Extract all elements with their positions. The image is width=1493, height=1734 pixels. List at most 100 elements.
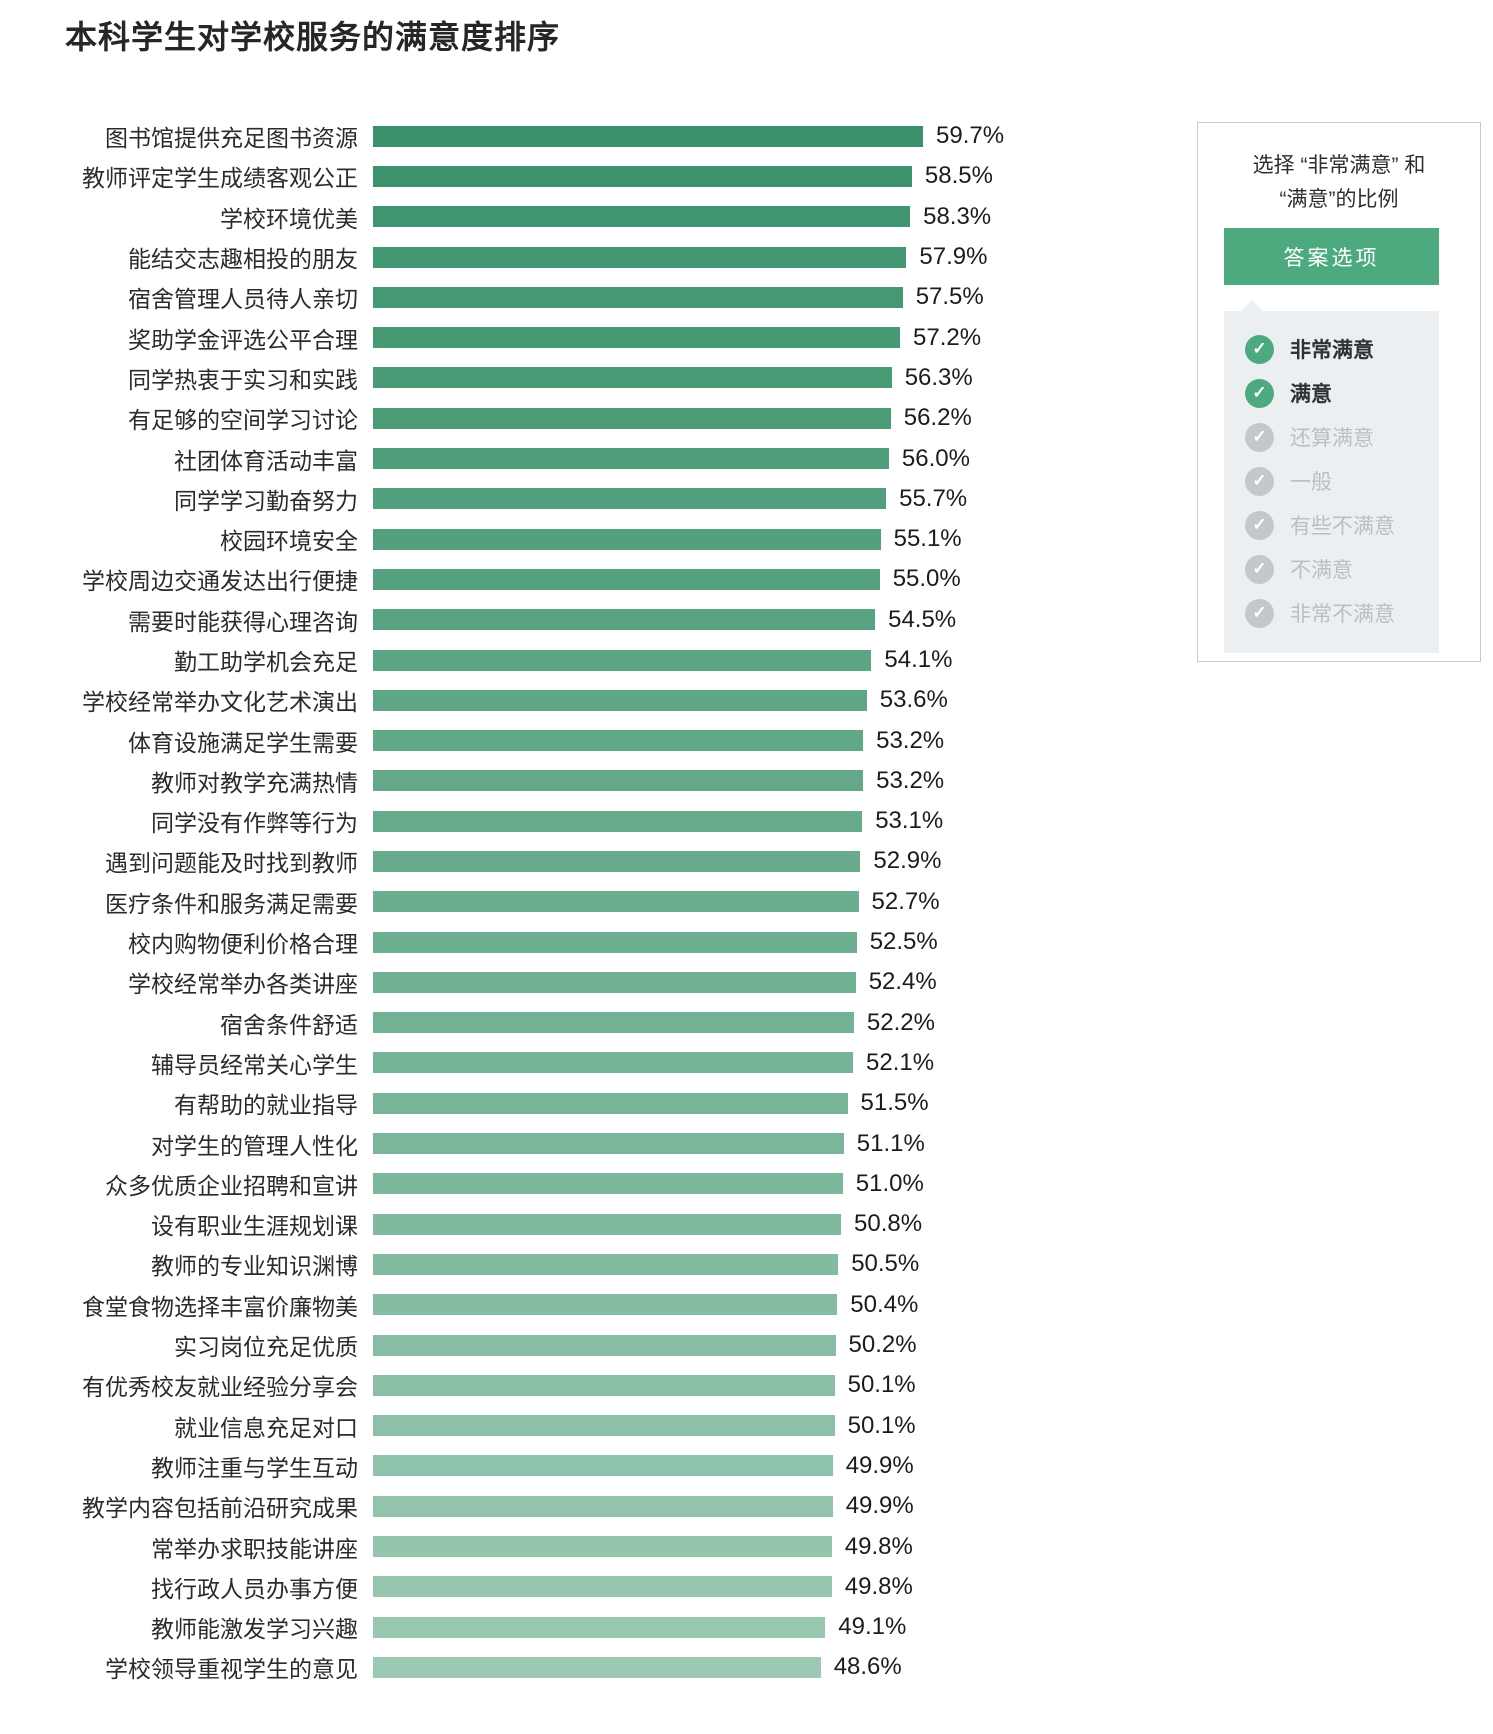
bar [373,1495,833,1517]
bar [373,1294,838,1316]
bar-label: 能结交志趣相投的朋友 [128,246,358,273]
bar-row: 有足够的空间学习讨论 56.2% [65,398,1135,438]
bar-row: 找行政人员办事方便 49.8% [65,1567,1135,1607]
bar-label: 需要时能获得心理咨询 [128,608,358,635]
bar-label: 学校领导重视学生的意见 [105,1656,358,1683]
bar [373,1213,841,1235]
bar [373,1133,844,1155]
bar [373,367,892,389]
bar-row: 有优秀校友就业经验分享会 50.1% [65,1365,1135,1405]
bar-label: 找行政人员办事方便 [151,1575,358,1602]
bar-row: 教师评定学生成绩客观公正 58.5% [65,156,1135,196]
bar-row: 勤工助学机会充足 54.1% [65,640,1135,680]
answer-options-dropdown: ✓ 非常满意 ✓ 满意 ✓ 还算满意 ✓ 一般 ✓ 有些不满意 ✓ 不满意 ✓ 非常不满意 [1224,300,1439,654]
bar-value: 57.5% [915,283,984,311]
answer-option-7[interactable]: ✓ 非常不满意 [1224,591,1439,635]
bar [373,1536,832,1558]
bar-row: 需要时能获得心理咨询 54.5% [65,600,1135,640]
bar [373,1616,826,1638]
bar [373,609,876,631]
bar [373,1415,835,1437]
bar-value: 53.2% [876,726,945,754]
bar [373,891,859,913]
bar-label: 设有职业生涯规划课 [151,1213,358,1240]
bar-label: 同学热衷于实习和实践 [128,366,358,393]
bar-label: 校园环境安全 [220,528,358,555]
bar [373,165,912,187]
bar-label: 体育设施满足学生需要 [128,729,358,756]
bar-label: 同学没有作弊等行为 [151,810,358,837]
bar-label: 遇到问题能及时找到教师 [105,850,358,877]
bar [373,1173,843,1195]
bar-value: 49.1% [838,1613,907,1641]
bar-value: 58.5% [924,162,993,190]
bar-value: 54.5% [888,605,957,633]
check-icon: ✓ [1245,422,1274,452]
bar-row: 常举办求职技能讲座 49.8% [65,1526,1135,1566]
bar-value: 52.2% [866,1008,935,1036]
answer-option-6[interactable]: ✓ 不满意 [1224,547,1439,591]
bar-value: 49.9% [845,1492,914,1520]
answer-option-2[interactable]: ✓ 满意 [1224,371,1439,415]
bar-row: 学校环境优美 58.3% [65,197,1135,237]
bar-row: 实习岗位充足优质 50.2% [65,1325,1135,1365]
bar-label: 学校周边交通发达出行便捷 [82,568,358,595]
bar-value: 52.7% [871,887,940,915]
bar-row: 同学热衷于实习和实践 56.3% [65,358,1135,398]
bar [373,488,887,510]
bar [373,770,864,792]
bar [373,448,889,470]
bar [373,125,923,147]
bar-value: 54.1% [884,646,953,673]
bar-row: 辅导员经常关心学生 52.1% [65,1043,1135,1083]
bar [373,1374,835,1396]
answer-options-button[interactable]: 答案选项 [1224,228,1439,286]
bar-value: 59.7% [936,122,1005,150]
bar-value: 51.0% [855,1169,924,1197]
bar-value: 52.9% [873,847,942,875]
bar-row: 教师能激发学习兴趣 49.1% [65,1607,1135,1647]
bar-chart: 图书馆提供充足图书资源 59.7% 教师评定学生成绩客观公正 58.5% 学校环境优美 5… [65,116,1135,1688]
check-icon: ✓ [1245,334,1274,364]
bar-value: 53.6% [879,686,948,714]
bar-label: 教师注重与学生互动 [151,1454,358,1481]
bar-value: 55.1% [893,525,962,553]
bar-value: 56.0% [901,444,970,472]
bar [373,1334,836,1356]
bar-value: 49.8% [844,1572,913,1600]
legend-heading: 选择 “非常满意” 和 “满意”的比例 [1252,154,1426,211]
bar-value: 55.7% [899,484,968,512]
answer-option-4[interactable]: ✓ 一般 [1224,459,1439,503]
bar-value: 52.5% [869,928,938,956]
bar-row: 设有职业生涯规划课 50.8% [65,1204,1135,1244]
bar [373,730,864,752]
bar-row: 食堂食物选择丰富价廉物美 50.4% [65,1285,1135,1325]
check-icon: ✓ [1245,554,1274,584]
bar-value: 49.8% [844,1532,913,1560]
bar-value: 49.9% [845,1451,914,1479]
bar-label: 医疗条件和服务满足需要 [105,890,358,917]
bar-value: 52.1% [866,1048,935,1076]
bar [373,568,880,590]
bar [373,931,857,953]
bar-row: 有帮助的就业指导 51.5% [65,1083,1135,1123]
bar-row: 图书馆提供充足图书资源 59.7% [65,116,1135,156]
bar-value: 58.3% [923,202,992,230]
bar-value: 48.6% [833,1653,902,1681]
bar-label: 实习岗位充足优质 [174,1334,358,1361]
bar-label: 教师能激发学习兴趣 [151,1616,358,1643]
bar-label: 教师的专业知识渊博 [151,1253,358,1280]
bar-row: 教学内容包括前沿研究成果 49.9% [65,1486,1135,1526]
bar-label: 教师对教学充满热情 [151,769,358,796]
bar-value: 50.8% [854,1210,923,1238]
bar-label: 勤工助学机会充足 [174,649,358,675]
answer-option-3[interactable]: ✓ 还算满意 [1224,415,1439,459]
bar [373,1253,839,1275]
bar-label: 常举办求职技能讲座 [151,1535,358,1562]
answer-option-5[interactable]: ✓ 有些不满意 [1224,503,1439,547]
bar-row: 教师的专业知识渊博 50.5% [65,1244,1135,1284]
answer-option-1[interactable]: ✓ 非常满意 [1224,327,1439,371]
bar [373,810,863,832]
bar-row: 教师注重与学生互动 49.9% [65,1446,1135,1486]
dropdown-pointer-icon [1240,300,1264,313]
